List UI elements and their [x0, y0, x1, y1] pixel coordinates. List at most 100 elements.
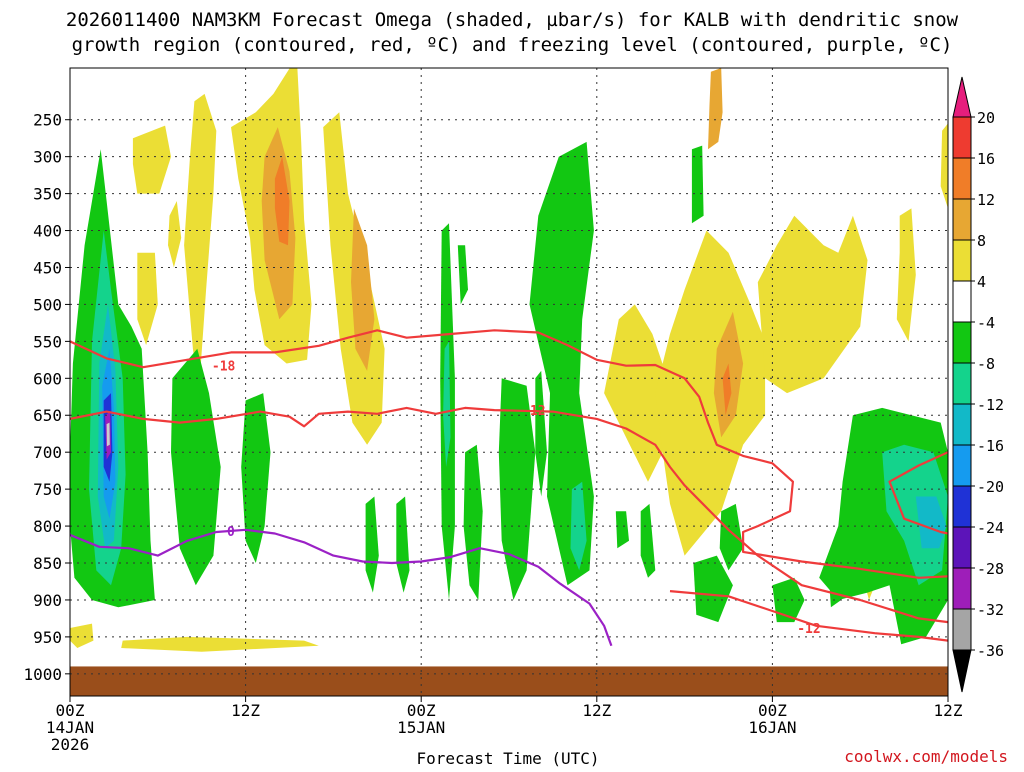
omega-region-g8	[443, 341, 451, 467]
x-axis-label: Forecast Time (UTC)	[416, 749, 599, 768]
omega-region-g8	[570, 481, 587, 571]
y-tick-label: 550	[33, 332, 62, 351]
omega-region-g4	[241, 393, 271, 563]
omega-region-w8	[351, 208, 375, 371]
omega-region-g4	[365, 496, 379, 593]
y-tick-label: 800	[33, 517, 62, 536]
colorbar-label: 16	[977, 150, 995, 168]
contour-label: -18	[212, 360, 236, 375]
colorbar-swatch	[952, 321, 972, 364]
colorbar-label: -8	[977, 355, 995, 373]
x-tick-label: 12Z	[582, 701, 611, 720]
source-credit: coolwx.com/models	[844, 747, 1008, 766]
omega-region-w4	[168, 201, 182, 268]
omega-region-g4	[463, 444, 483, 600]
omega-region-g4	[535, 370, 547, 497]
colorbar-label: -28	[977, 560, 1004, 578]
colorbar-swatch	[952, 239, 972, 282]
y-tick-label: 450	[33, 258, 62, 277]
omega-region-g4	[615, 511, 629, 549]
y-tick-label: 900	[33, 591, 62, 610]
contour-line	[888, 451, 948, 535]
omega-region-w8	[708, 68, 723, 150]
omega-region-w4	[940, 123, 948, 209]
omega-region-w4	[121, 636, 319, 652]
colorbar-label: 4	[977, 273, 986, 291]
contour-label: 0	[227, 525, 235, 540]
contour-layer: -18 -12 -12 0	[70, 329, 948, 647]
x-tick-label: 00Z	[407, 701, 436, 720]
ground-surface	[70, 666, 948, 696]
colorbar-swatch	[952, 444, 972, 487]
y-axis: 250 300 350 400 450 500 550 600 650 700 750 800 850 9…	[23, 111, 70, 684]
colorbar-label: -12	[977, 396, 1004, 414]
omega-region-w4	[132, 125, 171, 194]
contour-line	[70, 406, 948, 624]
colorbar-swatch	[952, 403, 972, 446]
colorbar-swatch	[952, 157, 972, 200]
contour-label: -12	[797, 622, 820, 637]
omega-region-g4	[640, 503, 656, 578]
y-tick-label: 300	[33, 148, 62, 167]
omega-region-g12	[915, 496, 947, 549]
omega-region-w4	[184, 93, 217, 394]
chart-title-line-2: growth region (contoured, red, ºC) and f…	[72, 34, 953, 56]
chart-title-line-1: 2026011400 NAM3KM Forecast Omega (shaded…	[66, 9, 959, 31]
contour-line	[669, 590, 948, 642]
omega-region-w4	[137, 252, 158, 346]
contour-line	[70, 329, 948, 579]
omega-region-g8	[882, 444, 948, 586]
colorbar-swatch	[952, 485, 972, 528]
colorbar-label: -36	[977, 642, 1004, 660]
x-tick-label: 16JAN	[748, 718, 796, 737]
omega-region-g4	[396, 496, 410, 593]
y-tick-label: 1000	[23, 665, 62, 684]
omega-region-g4	[772, 577, 805, 623]
omega-region-w4	[655, 230, 766, 556]
omega-region-g36	[106, 422, 110, 447]
omega-region-g4	[498, 378, 536, 600]
omega-region-w12	[722, 363, 732, 416]
colorbar-swatch	[952, 198, 972, 241]
y-tick-label: 650	[33, 406, 62, 425]
colorbar-label: -20	[977, 478, 1004, 496]
colorbar-swatch	[952, 526, 972, 569]
omega-region-w4	[604, 304, 670, 482]
colorbar-swatch	[952, 116, 972, 159]
x-tick-label: 00Z	[56, 701, 85, 720]
colorbar-under-arrow	[952, 649, 972, 693]
y-tick-label: 750	[33, 480, 62, 499]
colorbar-label: -32	[977, 601, 1004, 619]
omega-shading-layer	[70, 68, 948, 696]
contour-label: -12	[522, 404, 545, 419]
colorbar-swatch	[952, 567, 972, 610]
y-tick-label: 850	[33, 554, 62, 573]
colorbar: 20 16 12 8 4 -4 -8 -12 -16 -20 -24 -28 -32 -36	[952, 76, 1004, 693]
colorbar-swatch	[952, 362, 972, 405]
y-tick-label: 950	[33, 628, 62, 647]
y-tick-label: 500	[33, 295, 62, 314]
y-tick-label: 700	[33, 443, 62, 462]
omega-region-g4	[719, 503, 744, 571]
omega-region-w4	[70, 623, 94, 648]
omega-region-w4	[896, 208, 916, 342]
x-tick-label: 15JAN	[397, 718, 445, 737]
y-tick-label: 250	[33, 111, 62, 130]
omega-region-w12	[274, 156, 290, 246]
colorbar-swatch	[952, 280, 972, 323]
x-tick-label: 12Z	[934, 701, 963, 720]
colorbar-label: -16	[977, 437, 1004, 455]
colorbar-over-arrow	[952, 76, 972, 118]
colorbar-swatch	[952, 608, 972, 651]
colorbar-label: 8	[977, 232, 986, 250]
colorbar-label: 12	[977, 191, 995, 209]
x-tick-label: 12Z	[231, 701, 260, 720]
contour-line	[70, 528, 613, 647]
omega-region-g4	[691, 145, 704, 224]
colorbar-label: 20	[977, 109, 995, 127]
y-tick-label: 600	[33, 369, 62, 388]
x-tick-label: 14JAN	[46, 718, 94, 737]
